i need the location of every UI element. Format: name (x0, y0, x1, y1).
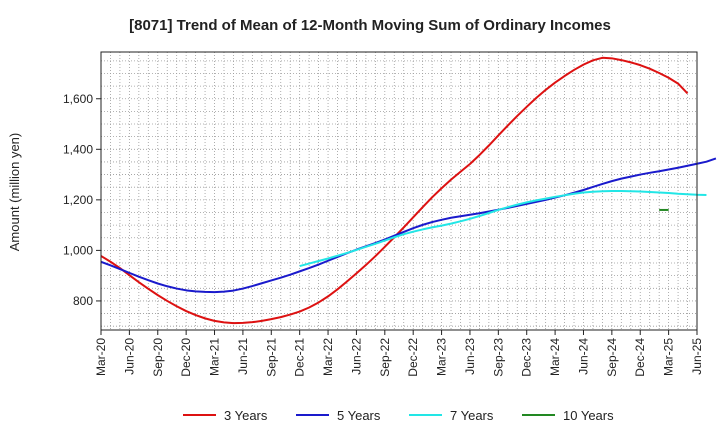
x-tick-label: Mar-25 (662, 338, 676, 376)
legend-label-10-years: 10 Years (563, 408, 614, 423)
x-tick-label: Sep-21 (264, 338, 278, 377)
x-tick-label: Dec-24 (633, 338, 647, 377)
legend-label-3-years: 3 Years (224, 408, 268, 423)
chart-title: [8071] Trend of Mean of 12-Month Moving … (129, 17, 611, 34)
x-tick-label: Mar-20 (94, 338, 108, 376)
x-ticks: Mar-20 Jun-20 Sep-20 Dec-20 Mar-21 Jun-21 Sep-… (94, 330, 704, 377)
y-axis-label: Amount (million yen) (7, 133, 22, 252)
y-tick-label: 1,000 (63, 243, 93, 257)
x-tick-label: Sep-23 (491, 338, 505, 377)
y-tick-label: 800 (73, 294, 93, 308)
x-tick-label: Dec-23 (520, 338, 534, 377)
plot-frame (100, 51, 698, 331)
y-tick-label: 1,400 (63, 142, 93, 156)
x-tick-label: Dec-20 (179, 338, 193, 377)
x-tick-label: Jun-24 (576, 338, 590, 375)
series-line-5-years (100, 157, 717, 294)
x-tick-label: Sep-22 (378, 338, 392, 377)
y-ticks: 800 1,000 1,200 1,400 1,600 (63, 92, 101, 308)
x-tick-label: Mar-24 (548, 338, 562, 376)
x-tick-label: Sep-20 (151, 338, 165, 377)
legend: 3 Years 5 Years 7 Years 10 Years (183, 408, 614, 423)
series-line-7-years (299, 190, 707, 268)
x-tick-label: Sep-24 (605, 338, 619, 377)
x-tick-label: Jun-23 (463, 338, 477, 375)
legend-label-5-years: 5 Years (337, 408, 381, 423)
x-tick-label: Jun-21 (236, 338, 250, 375)
y-tick-label: 1,200 (63, 193, 93, 207)
series-layer (100, 56, 717, 325)
legend-label-7-years: 7 Years (450, 408, 494, 423)
x-tick-label: Jun-22 (349, 338, 363, 375)
x-tick-label: Mar-21 (208, 338, 222, 376)
x-tick-label: Dec-22 (406, 338, 420, 377)
x-tick-label: Dec-21 (293, 338, 307, 377)
y-tick-label: 1,600 (63, 92, 93, 106)
x-tick-label: Jun-20 (122, 338, 136, 375)
x-tick-label: Mar-22 (321, 338, 335, 376)
x-tick-label: Mar-23 (435, 338, 449, 376)
x-tick-label: Jun-25 (690, 338, 704, 375)
